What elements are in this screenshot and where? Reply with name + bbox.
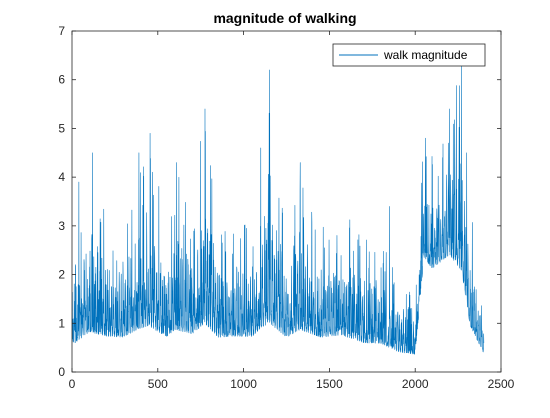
x-tick-label: 500 [148,377,168,391]
plot-area [72,64,485,355]
y-tick-label: 0 [58,365,65,379]
legend: walk magnitude [332,43,486,67]
y-tick-label: 3 [58,219,65,233]
y-tick-label: 2 [58,268,65,282]
chart-title: magnitude of walking [213,10,356,26]
x-tick-label: 2500 [488,377,515,391]
axes: 0 500 1000 1500 2000 2500 0 1 2 3 4 5 6 7 [58,24,514,391]
y-tick-label: 4 [58,170,65,184]
x-tick-label: 1000 [230,377,257,391]
legend-label: walk magnitude [383,48,468,62]
y-tick-label: 7 [58,24,65,38]
axes-box [71,30,502,373]
y-tick-label: 1 [58,316,65,330]
legend-box [332,43,486,67]
y-tick-label: 5 [58,121,65,135]
x-tick-label: 2000 [402,377,429,391]
y-tick-label: 6 [58,73,65,87]
x-tick-label: 0 [69,377,76,391]
x-tick-label: 1500 [316,377,343,391]
walk-magnitude-line [72,64,485,355]
